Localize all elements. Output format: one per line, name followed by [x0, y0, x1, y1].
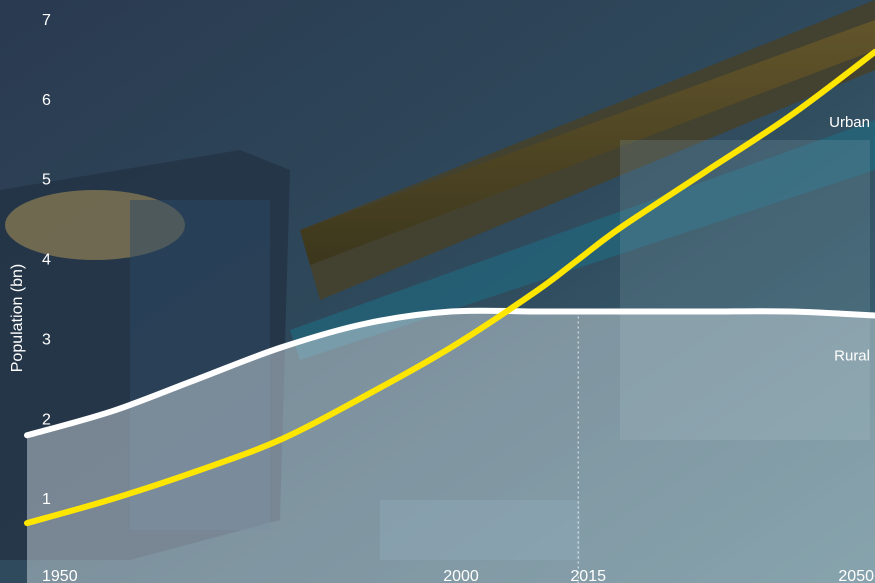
y-tick-label: 1: [42, 491, 51, 508]
y-tick-label: 4: [42, 252, 51, 269]
x-tick-labels: 1950 2000 2015 2050: [42, 568, 874, 583]
y-axis-label: Population (bn): [9, 264, 26, 373]
y-tick-label: 5: [42, 172, 51, 189]
x-tick-label: 2050: [838, 568, 874, 583]
series-line-rural: [24, 307, 875, 439]
x-tick-label: 2015: [570, 568, 606, 583]
series-label-urban: Urban: [829, 114, 870, 131]
y-tick-label: 3: [42, 331, 51, 348]
y-tick-label: 2: [42, 411, 51, 428]
y-tick-label: 6: [42, 92, 51, 109]
x-tick-label: 1950: [42, 568, 78, 583]
x-tick-label: 2000: [443, 568, 479, 583]
y-tick-labels: 1 2 3 4 5 6 7: [42, 12, 51, 508]
y-tick-label: 7: [42, 12, 51, 29]
series-label-rural: Rural: [834, 347, 870, 364]
series-line-urban: [24, 48, 875, 527]
rural-area-fill: [27, 310, 875, 583]
